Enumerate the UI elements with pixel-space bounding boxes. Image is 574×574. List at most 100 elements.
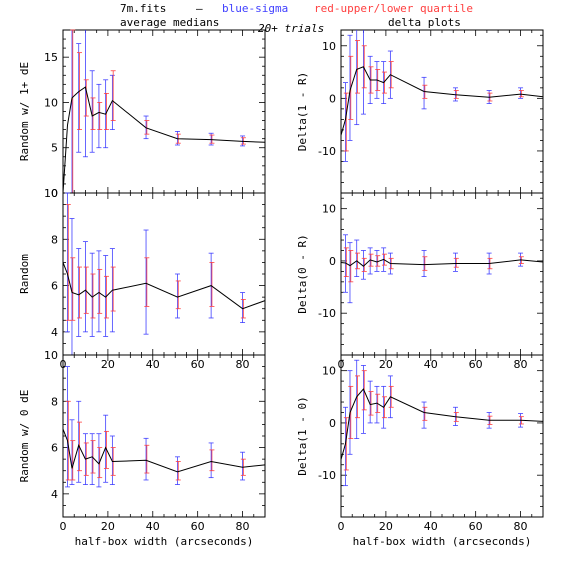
sigma-error-bar xyxy=(374,250,380,272)
y-tick-label: 0 xyxy=(329,255,336,268)
sigma-error-bar xyxy=(452,252,458,272)
quartile-error-bar xyxy=(90,97,96,131)
x-tick-label: 60 xyxy=(469,358,483,371)
header-blue-label: blue-sigma xyxy=(222,2,288,15)
quartile-error-bar xyxy=(65,400,71,481)
quartile-error-bar xyxy=(175,461,181,481)
quartile-error-bar xyxy=(453,257,459,268)
quartile-error-bar xyxy=(381,396,387,419)
y-tick-label: 10 xyxy=(322,365,336,378)
quartile-error-bar xyxy=(97,268,103,314)
y-tick-label: 4 xyxy=(51,326,58,339)
x-tick-label: 20 xyxy=(101,358,115,371)
quartile-error-bar xyxy=(175,280,181,310)
panel-left-top: 0 5 10 15 Random w/ 1+ dE xyxy=(18,29,266,200)
sigma-error-bar xyxy=(360,30,366,115)
sigma-error-bar xyxy=(367,247,373,275)
sigma-error-bar xyxy=(354,359,360,440)
y-tick-label: -10 xyxy=(318,469,336,482)
sigma-error-bar xyxy=(89,70,95,153)
y-tick-label: 5 xyxy=(51,142,58,155)
x-tick-label: 60 xyxy=(191,358,205,371)
quartile-error-bar xyxy=(422,256,428,271)
quartile-error-bar xyxy=(110,70,116,121)
y-tick-label: 8 xyxy=(51,233,58,246)
y-tick-label: 15 xyxy=(44,51,58,64)
quartile-error-bar xyxy=(343,417,349,471)
x-tick-label: 40 xyxy=(424,358,438,371)
y-axis-label: Random w/ 0 dE xyxy=(18,390,31,483)
sigma-error-bar xyxy=(347,242,353,304)
x-tick-label: 0 xyxy=(60,520,67,533)
y-tick-label: 8 xyxy=(51,395,58,408)
quartile-error-bar xyxy=(70,29,76,194)
x-tick-label: 20 xyxy=(101,520,115,533)
quartile-error-bar xyxy=(375,255,381,267)
y-tick-label: 0 xyxy=(51,187,58,200)
sigma-error-bar xyxy=(82,241,88,333)
quartile-error-bar xyxy=(144,120,150,135)
quartile-error-bar xyxy=(77,266,83,319)
panel-right-bottom: -10 0 10 0 20 40 60 80 Delta(1 - 0) half-box widt… xyxy=(296,354,544,548)
y-tick-label: 6 xyxy=(51,280,58,293)
sigma-error-bar xyxy=(64,366,70,488)
sigma-error-bar xyxy=(354,30,360,126)
y-tick-label: 10 xyxy=(44,187,58,200)
y-tick-label: 10 xyxy=(44,349,58,362)
x-tick-label: 20 xyxy=(379,358,393,371)
y-tick-label: 6 xyxy=(51,442,58,455)
x-axis-label: half-box width (arcseconds) xyxy=(75,535,254,548)
header-right-title: delta plots xyxy=(388,16,461,29)
x-tick-label: 40 xyxy=(424,520,438,533)
sigma-error-bar xyxy=(342,406,348,487)
x-tick-label: 0 xyxy=(338,520,345,533)
x-tick-label: 80 xyxy=(514,520,528,533)
median-line xyxy=(340,258,544,267)
x-tick-label: 40 xyxy=(146,520,160,533)
quartile-error-bar xyxy=(355,40,361,94)
sigma-error-bar xyxy=(421,76,427,110)
y-axis-label: Delta(1 - 0) xyxy=(296,396,309,475)
sigma-error-bar xyxy=(421,250,427,278)
quartile-error-bar xyxy=(361,45,367,89)
header-left-title: average medians xyxy=(120,16,219,29)
quartile-error-bar xyxy=(343,92,349,152)
y-axis-label: Random xyxy=(18,254,31,294)
plot-frame xyxy=(340,29,544,194)
sigma-error-bar xyxy=(342,82,348,162)
x-tick-label: 40 xyxy=(146,358,160,371)
sigma-error-bar xyxy=(347,34,353,141)
quartile-error-bar xyxy=(209,134,215,144)
sigma-error-bar xyxy=(89,433,95,486)
median-line xyxy=(62,428,266,473)
sigma-error-bar xyxy=(76,248,82,337)
sigma-error-bar xyxy=(208,442,214,479)
header-red-label: red-upper/lower quartile xyxy=(314,2,473,15)
sigma-error-bar xyxy=(76,43,82,153)
median-line xyxy=(62,262,266,310)
sigma-error-bar xyxy=(360,365,366,434)
y-tick-label: 10 xyxy=(322,40,336,53)
sigma-error-bar xyxy=(360,250,366,280)
median-line xyxy=(340,388,544,460)
header: 7m.fits – blue-sigma red-upper/lower qua… xyxy=(120,2,473,35)
sigma-error-bar xyxy=(96,83,102,149)
x-axis-label: half-box width (arcseconds) xyxy=(353,535,532,548)
sigma-error-bar xyxy=(240,451,246,481)
y-axis-label: Random w/ 1+ dE xyxy=(18,62,31,161)
panel-right-top: -10 0 10 Delta(1 - R) xyxy=(296,29,544,194)
quartile-error-bar xyxy=(65,204,71,321)
quartile-error-bar xyxy=(97,102,103,131)
quartile-error-bar xyxy=(144,257,150,307)
x-tick-label: 20 xyxy=(379,520,393,533)
quartile-error-bar xyxy=(70,440,76,481)
sigma-error-bar xyxy=(143,437,149,481)
sigma-error-bar xyxy=(76,400,82,483)
sigma-error-bar xyxy=(354,239,360,278)
quartile-error-bar xyxy=(209,449,215,472)
quartile-error-bar xyxy=(368,391,374,416)
sigma-error-bar xyxy=(421,401,427,429)
